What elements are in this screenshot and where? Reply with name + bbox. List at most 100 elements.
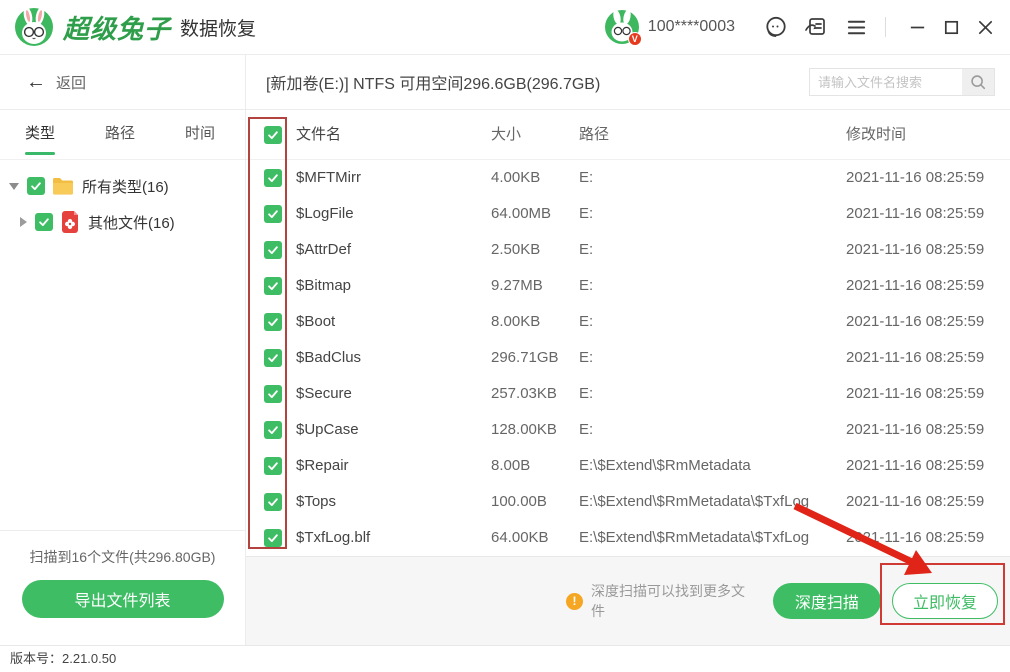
action-bar: ! 深度扫描可以找到更多文件 深度扫描 立即恢复	[246, 556, 1010, 645]
expand-arrow-icon[interactable]	[9, 182, 19, 190]
warning-icon: !	[566, 592, 583, 610]
back-arrow-icon: ←	[26, 71, 46, 93]
table-row[interactable]: $Boot 8.00KB E: 2021-11-16 08:25:59	[246, 304, 1010, 340]
file-name-cell: $MFTMirr	[296, 169, 361, 186]
file-modified-cell: 2021-11-16 08:25:59	[846, 385, 985, 402]
minimize-button[interactable]	[904, 14, 930, 40]
file-size-cell: 296.71GB	[491, 349, 559, 366]
close-button[interactable]	[972, 14, 998, 40]
title-bar: 超级兔子 数据恢复 V 100****0003	[0, 0, 1010, 55]
menu-icon[interactable]	[841, 12, 871, 42]
column-header-modified[interactable]: 修改时间	[846, 126, 907, 143]
table-row[interactable]: $AttrDef 2.50KB E: 2021-11-16 08:25:59	[246, 232, 1010, 268]
table-header: 文件名 大小 路径 修改时间	[246, 110, 1010, 160]
row-checkbox[interactable]	[264, 421, 282, 439]
row-checkbox[interactable]	[264, 349, 282, 367]
deep-scan-hint: 深度扫描可以找到更多文件	[591, 583, 745, 619]
search-box	[809, 68, 995, 96]
column-header-size[interactable]: 大小	[491, 126, 522, 143]
vip-badge: V	[627, 32, 642, 46]
tab-type[interactable]: 类型	[0, 110, 80, 159]
sidebar-footer: 扫描到16个文件(共296.80GB) 导出文件列表	[0, 530, 245, 645]
file-name-cell: $UpCase	[296, 421, 359, 438]
back-label: 返回	[56, 74, 87, 92]
other-file-icon	[60, 211, 80, 233]
select-all-checkbox[interactable]	[264, 125, 282, 144]
table-row[interactable]: $Secure 257.03KB E: 2021-11-16 08:25:59	[246, 376, 1010, 412]
file-name-cell: $Repair	[296, 457, 349, 474]
row-checkbox[interactable]	[264, 385, 282, 403]
column-header-name[interactable]: 文件名	[296, 126, 342, 143]
file-size-cell: 2.50KB	[491, 241, 541, 258]
tab-time[interactable]: 时间	[184, 125, 215, 142]
body: ← 返回 类型 路径 时间	[0, 55, 1010, 645]
file-modified-cell: 2021-11-16 08:25:59	[846, 205, 985, 222]
table-row[interactable]: $TxfLog.blf 64.00KB E:\$Extend\$RmMetadata…	[246, 520, 1010, 556]
collapse-arrow-icon[interactable]	[20, 217, 27, 227]
titlebar-divider	[885, 17, 886, 37]
row-checkbox[interactable]	[264, 205, 282, 223]
table-row[interactable]: $UpCase 128.00KB E: 2021-11-16 08:25:59	[246, 412, 1010, 448]
tab-path[interactable]: 路径	[104, 125, 135, 142]
table-row[interactable]: $LogFile 64.00MB E: 2021-11-16 08:25:59	[246, 196, 1010, 232]
tree-item-label: 所有类型(16)	[82, 178, 169, 196]
folder-icon	[52, 177, 74, 195]
file-path-cell: E:	[579, 421, 594, 438]
app-logo-rabbit-icon	[14, 7, 54, 47]
file-table-body: $MFTMirr 4.00KB E: 2021-11-16 08:25:59 $LogF…	[246, 160, 1010, 556]
file-modified-cell: 2021-11-16 08:25:59	[846, 349, 985, 366]
file-size-cell: 64.00MB	[491, 205, 552, 222]
file-modified-cell: 2021-11-16 08:25:59	[846, 457, 985, 474]
column-header-path[interactable]: 路径	[579, 126, 610, 143]
row-checkbox[interactable]	[264, 169, 282, 187]
user-avatar[interactable]: V	[604, 9, 642, 46]
row-checkbox[interactable]	[264, 457, 282, 475]
table-row[interactable]: $Repair 8.00B E:\$Extend\$RmMetadata 2021-1…	[246, 448, 1010, 484]
volume-header: [新加卷(E:)] NTFS 可用空间296.6GB(296.7GB)	[246, 55, 1010, 110]
tree-item-all-types[interactable]: 所有类型(16)	[0, 168, 245, 204]
tree-item-other-files[interactable]: 其他文件(16)	[0, 204, 245, 240]
back-button[interactable]: ← 返回	[0, 55, 245, 110]
file-path-cell: E:	[579, 277, 594, 294]
file-modified-cell: 2021-11-16 08:25:59	[846, 529, 985, 546]
tree-checkbox[interactable]	[35, 213, 53, 231]
deep-scan-button[interactable]: 深度扫描	[772, 583, 881, 619]
row-checkbox[interactable]	[264, 493, 282, 511]
customer-service-icon[interactable]	[761, 12, 791, 42]
export-file-list-button[interactable]: 导出文件列表	[21, 580, 224, 618]
file-name-cell: $AttrDef	[296, 241, 352, 258]
row-checkbox[interactable]	[264, 277, 282, 295]
tree-checkbox[interactable]	[27, 177, 45, 195]
search-input[interactable]	[809, 68, 962, 96]
search-button[interactable]	[962, 68, 995, 96]
file-name-cell: $TxfLog.blf	[296, 529, 371, 546]
file-size-cell: 8.00KB	[491, 313, 541, 330]
file-name-cell: $LogFile	[296, 205, 354, 222]
row-checkbox[interactable]	[264, 241, 282, 259]
file-size-cell: 4.00KB	[491, 169, 541, 186]
feedback-icon[interactable]	[801, 12, 831, 42]
table-row[interactable]: $Bitmap 9.27MB E: 2021-11-16 08:25:59	[246, 268, 1010, 304]
row-checkbox[interactable]	[264, 529, 282, 547]
file-size-cell: 8.00B	[491, 457, 531, 474]
file-path-cell: E:	[579, 205, 594, 222]
file-name-cell: $BadClus	[296, 349, 362, 366]
maximize-button[interactable]	[938, 14, 964, 40]
file-modified-cell: 2021-11-16 08:25:59	[846, 421, 985, 438]
recover-now-button[interactable]: 立即恢复	[891, 583, 998, 619]
file-size-cell: 100.00B	[491, 493, 547, 510]
file-path-cell: E:	[579, 313, 594, 330]
file-size-cell: 257.03KB	[491, 385, 557, 402]
sidebar: ← 返回 类型 路径 时间	[0, 55, 246, 645]
row-checkbox[interactable]	[264, 313, 282, 331]
tree-item-label: 其他文件(16)	[88, 214, 175, 232]
file-type-tree: 所有类型(16)	[0, 160, 245, 530]
file-size-cell: 128.00KB	[491, 421, 557, 438]
table-row[interactable]: $BadClus 296.71GB E: 2021-11-16 08:25:59	[246, 340, 1010, 376]
table-row[interactable]: $MFTMirr 4.00KB E: 2021-11-16 08:25:59	[246, 160, 1010, 196]
file-name-cell: $Tops	[296, 493, 337, 510]
scan-summary: 扫描到16个文件(共296.80GB)	[29, 549, 216, 565]
table-row[interactable]: $Tops 100.00B E:\$Extend\$RmMetadata\$TxfL…	[246, 484, 1010, 520]
file-path-cell: E:	[579, 241, 594, 258]
volume-title: [新加卷(E:)] NTFS 可用空间296.6GB(296.7GB)	[266, 76, 601, 93]
